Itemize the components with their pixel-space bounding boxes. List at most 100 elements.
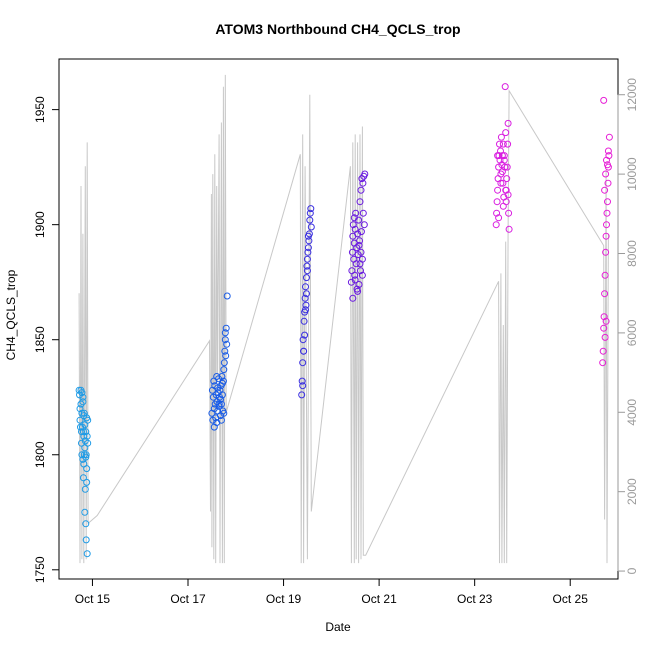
data-point <box>302 306 309 314</box>
data-point <box>221 336 229 344</box>
data-point <box>500 156 508 164</box>
data-point <box>82 453 90 461</box>
data-point <box>79 393 87 401</box>
data-point <box>348 248 356 256</box>
data-point <box>496 140 503 148</box>
data-point <box>79 428 87 436</box>
data-point <box>356 198 364 206</box>
data-point <box>354 287 362 295</box>
data-point <box>357 186 365 194</box>
data-point <box>82 520 90 528</box>
data-point <box>307 205 315 213</box>
data-point <box>361 170 369 178</box>
data-point <box>217 400 225 408</box>
y2-tick-label: 10000 <box>625 157 639 191</box>
data-point <box>353 244 361 252</box>
data-point <box>218 373 226 380</box>
data-point <box>351 271 359 279</box>
data-point <box>352 209 360 217</box>
data-point <box>604 147 612 155</box>
data-point <box>76 416 84 424</box>
y2-tick-label: 12000 <box>625 78 639 112</box>
data-point <box>601 271 609 279</box>
data-point <box>350 214 358 222</box>
data-point <box>300 317 308 325</box>
data-point <box>349 294 357 302</box>
data-point <box>600 313 608 321</box>
axis-ticks: 1750 1800 1850 1900 1950 0 2000 4000 6000 8000 100… <box>33 78 639 606</box>
data-point <box>500 152 508 160</box>
data-point <box>603 209 611 217</box>
y2-tick-label: 4000 <box>625 399 639 426</box>
data-point <box>303 290 310 298</box>
x-tick-label: Oct 25 <box>553 592 589 606</box>
data-point <box>83 465 91 473</box>
data-point <box>492 221 500 229</box>
data-point <box>601 333 609 341</box>
data-point <box>356 237 363 245</box>
data-point <box>493 198 501 206</box>
data-point <box>497 179 505 187</box>
y2-tick-label: 0 <box>625 567 639 574</box>
data-point <box>358 271 366 279</box>
data-point <box>78 389 86 397</box>
data-point <box>355 281 363 288</box>
data-point <box>213 373 221 380</box>
altitude-trace-line <box>78 74 609 564</box>
x-tick-label: Oct 23 <box>457 592 493 606</box>
data-point <box>220 359 228 367</box>
data-point <box>600 96 608 104</box>
data-point <box>493 209 501 217</box>
data-point <box>303 262 311 270</box>
x-axis-label: Date <box>325 620 351 634</box>
x-tick-label: Oct 21 <box>361 592 397 606</box>
data-point <box>602 248 610 256</box>
data-point <box>503 175 511 183</box>
data-point <box>78 409 86 417</box>
data-point <box>299 336 307 344</box>
data-point <box>81 508 89 516</box>
data-point <box>306 209 314 217</box>
data-point <box>306 216 314 224</box>
data-point <box>302 283 309 291</box>
data-point <box>359 179 367 187</box>
y-tick-label: 1850 <box>33 326 47 353</box>
data-point <box>504 140 512 148</box>
x-tick-label: Oct 19 <box>266 592 302 606</box>
data-point <box>502 198 510 206</box>
data-point <box>505 225 513 233</box>
data-point <box>601 290 609 298</box>
data-point <box>355 241 363 249</box>
data-point <box>359 209 367 217</box>
data-point <box>599 359 607 367</box>
data-point <box>602 317 610 325</box>
data-point <box>80 412 88 420</box>
plot-frame <box>58 58 619 580</box>
data-point <box>501 83 509 91</box>
data-point <box>221 347 229 355</box>
data-point <box>503 163 511 171</box>
data-point <box>215 400 223 408</box>
data-point <box>304 244 312 252</box>
data-point <box>494 186 502 194</box>
altitude-trace <box>78 74 609 564</box>
data-point <box>347 278 355 286</box>
data-point <box>499 179 507 187</box>
data-point <box>79 474 87 482</box>
data-point <box>351 276 359 284</box>
data-point <box>601 186 609 194</box>
y-tick-label: 1950 <box>33 96 47 123</box>
data-point <box>299 359 307 367</box>
data-point <box>217 416 225 424</box>
data-point <box>82 428 90 436</box>
data-point <box>603 221 610 229</box>
data-point <box>599 347 607 355</box>
x-tick-label: Oct 15 <box>75 592 111 606</box>
data-point <box>360 221 368 229</box>
data-point <box>602 170 610 178</box>
data-point <box>83 432 91 440</box>
data-point <box>605 133 613 141</box>
data-point <box>305 237 313 245</box>
data-point <box>220 366 228 374</box>
y2-tick-label: 6000 <box>625 319 639 346</box>
